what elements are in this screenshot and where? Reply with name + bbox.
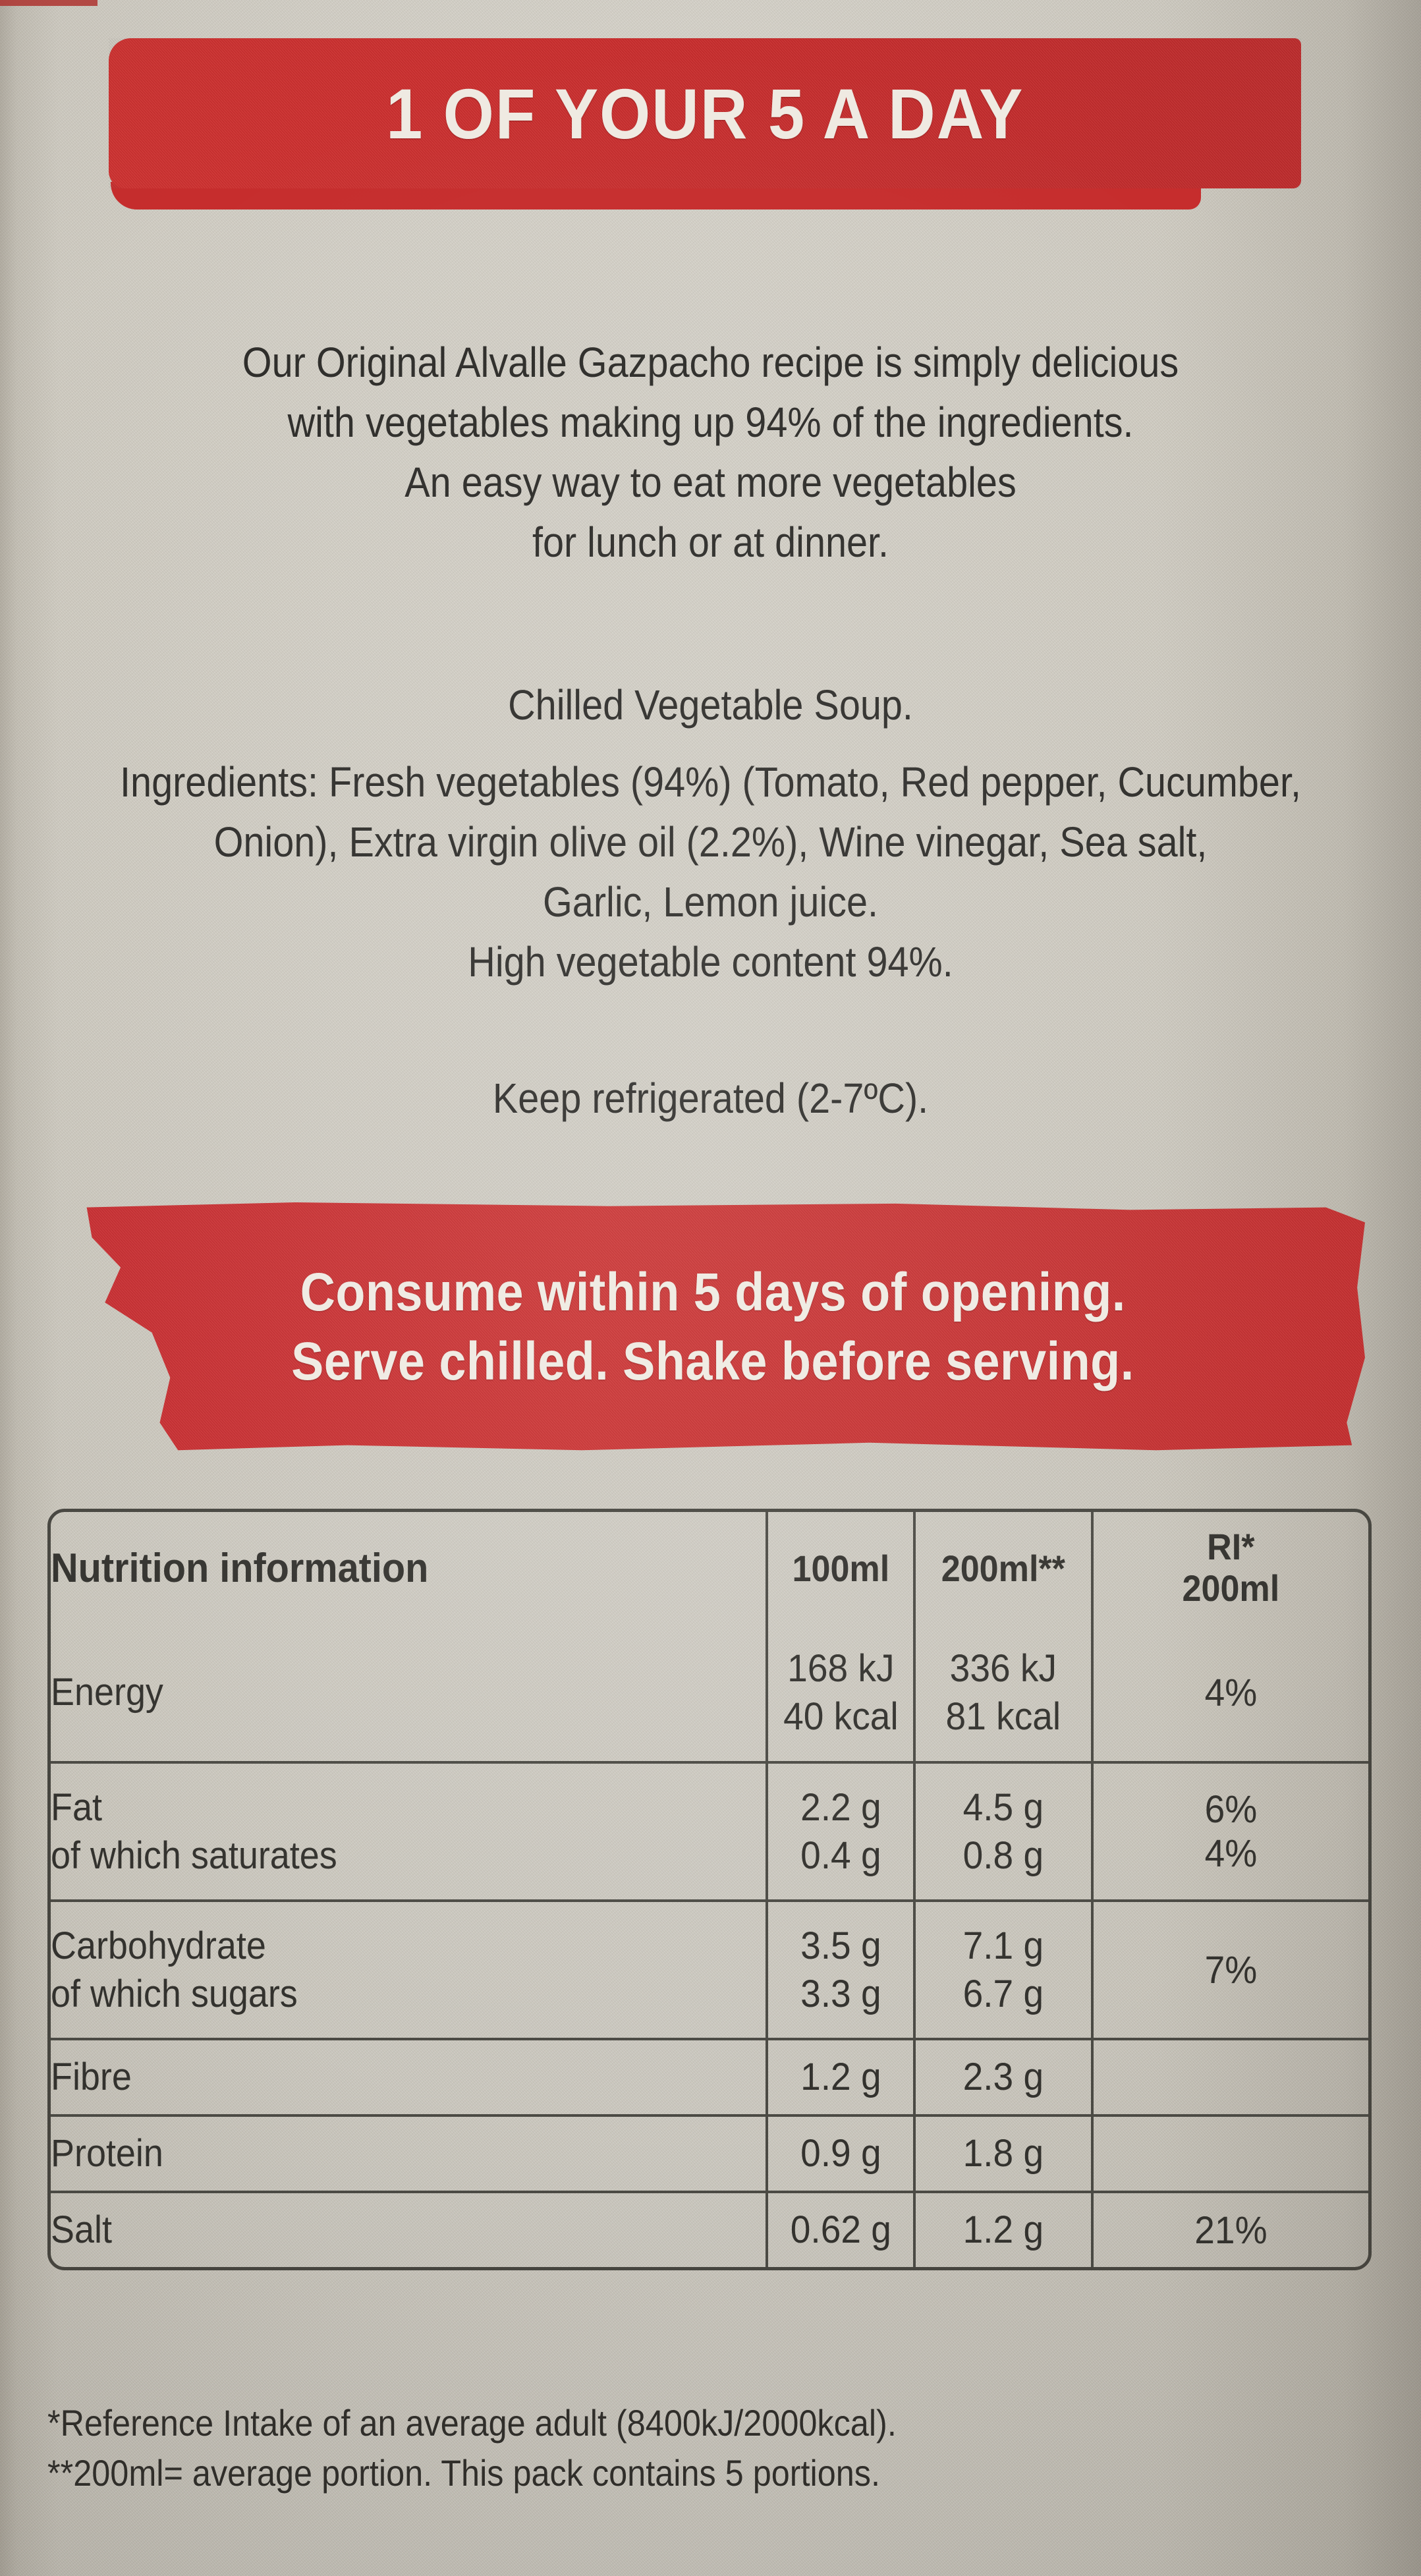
table-row: Fibre 1.2 g 2.3 g bbox=[51, 2039, 1368, 2117]
table-row: Carbohydrate of which sugars 3.5 g 3.3 g… bbox=[51, 1901, 1368, 2040]
table-row: Protein 0.9 g 1.8 g bbox=[51, 2115, 1368, 2193]
fibre-ri bbox=[1092, 2039, 1368, 2117]
keep-refrigerated-line: Keep refrigerated (2-7ºC). bbox=[492, 1075, 929, 1122]
carbohydrate-100ml: 3.5 g 3.3 g bbox=[766, 1901, 916, 2040]
ri-header-line-2: 200ml bbox=[1182, 1567, 1280, 1609]
energy-100ml: 168 kJ 40 kcal bbox=[766, 1624, 916, 1764]
table-row: Salt 0.62 g 1.2 g 21% bbox=[51, 2192, 1368, 2267]
protein-200ml: 1.8 g bbox=[914, 2115, 1094, 2193]
carbohydrate-200ml: 7.1 g 6.7 g bbox=[914, 1901, 1094, 2040]
row-label-protein: Protein bbox=[51, 2115, 768, 2193]
fat-ri: 6% 4% bbox=[1092, 1762, 1368, 1902]
storage-instructions-banner: Consume within 5 days of opening. Serve … bbox=[86, 1202, 1365, 1451]
product-copy-block: Chilled Vegetable Soup. Ingredients: Fre… bbox=[0, 675, 1421, 992]
table-row: Energy 168 kJ 40 kcal 336 kJ 81 kcal 4% bbox=[51, 1624, 1368, 1764]
footnote-portion-size: **200ml= average portion. This pack cont… bbox=[47, 2452, 881, 2494]
fibre-100ml: 1.2 g bbox=[766, 2039, 916, 2117]
column-header-100ml: 100ml bbox=[771, 1512, 911, 1624]
protein-ri bbox=[1092, 2115, 1368, 2193]
row-label-carbohydrate: Carbohydrate of which sugars bbox=[51, 1901, 768, 2040]
nutrition-information-table: Nutrition information 100ml 200ml** RI* … bbox=[47, 1509, 1372, 2270]
storage-banner-line-1: Consume within 5 days of opening. bbox=[300, 1262, 1126, 1323]
intro-line-2: with vegetables making up 94% of the ing… bbox=[287, 398, 1134, 446]
table-header-row: Nutrition information 100ml 200ml** RI* … bbox=[51, 1512, 1368, 1624]
salt-ri: 21% bbox=[1194, 2208, 1268, 2252]
table-row: Fat of which saturates 2.2 g 0.4 g 4.5 g… bbox=[51, 1762, 1368, 1902]
corner-red-sliver bbox=[0, 0, 98, 6]
fibre-200ml: 2.3 g bbox=[914, 2039, 1094, 2117]
row-label-fibre: Fibre bbox=[51, 2039, 768, 2117]
fat-200ml: 4.5 g 0.8 g bbox=[914, 1762, 1094, 1902]
salt-200ml: 1.2 g bbox=[914, 2192, 1094, 2267]
product-name-line: Chilled Vegetable Soup. bbox=[508, 681, 913, 729]
intro-line-4: for lunch or at dinner. bbox=[532, 518, 889, 566]
protein-100ml: 0.9 g bbox=[766, 2115, 916, 2193]
row-label-fat: Fat of which saturates bbox=[51, 1762, 768, 1902]
ingredients-line-2: Onion), Extra virgin olive oil (2.2%), W… bbox=[213, 818, 1208, 866]
vegetable-content-line: High vegetable content 94%. bbox=[468, 938, 953, 986]
ingredients-line-3: Garlic, Lemon juice. bbox=[542, 878, 879, 926]
ri-header-line-1: RI* bbox=[1207, 1526, 1255, 1568]
row-label-energy: Energy bbox=[51, 1624, 768, 1764]
column-header-200ml: 200ml** bbox=[920, 1512, 1088, 1624]
intro-line-3: An easy way to eat more vegetables bbox=[404, 458, 1017, 506]
five-a-day-banner-text: 1 OF YOUR 5 A DAY bbox=[385, 73, 1024, 154]
intro-line-1: Our Original Alvalle Gazpacho recipe is … bbox=[242, 339, 1179, 386]
row-label-salt: Salt bbox=[51, 2192, 768, 2267]
salt-100ml: 0.62 g bbox=[766, 2192, 916, 2267]
ingredients-line-1: Ingredients: Fresh vegetables (94%) (Tom… bbox=[120, 758, 1301, 806]
storage-copy-block: Keep refrigerated (2-7ºC). bbox=[0, 1074, 1421, 1123]
energy-200ml: 336 kJ 81 kcal bbox=[914, 1624, 1094, 1764]
intro-copy-block: Our Original Alvalle Gazpacho recipe is … bbox=[0, 333, 1421, 573]
nutrition-footnotes: *Reference Intake of an average adult (8… bbox=[47, 2398, 1372, 2498]
five-a-day-banner: 1 OF YOUR 5 A DAY bbox=[109, 38, 1301, 188]
storage-banner-line-2: Serve chilled. Shake before serving. bbox=[291, 1331, 1134, 1391]
fat-100ml: 2.2 g 0.4 g bbox=[766, 1762, 916, 1902]
footnote-reference-intake: *Reference Intake of an average adult (8… bbox=[47, 2402, 897, 2444]
column-header-ri: RI* 200ml bbox=[1102, 1512, 1359, 1624]
nutrition-table-title: Nutrition information bbox=[51, 1512, 718, 1624]
energy-ri: 4% bbox=[1092, 1624, 1368, 1764]
carbohydrate-ri: 7% bbox=[1092, 1901, 1368, 2040]
